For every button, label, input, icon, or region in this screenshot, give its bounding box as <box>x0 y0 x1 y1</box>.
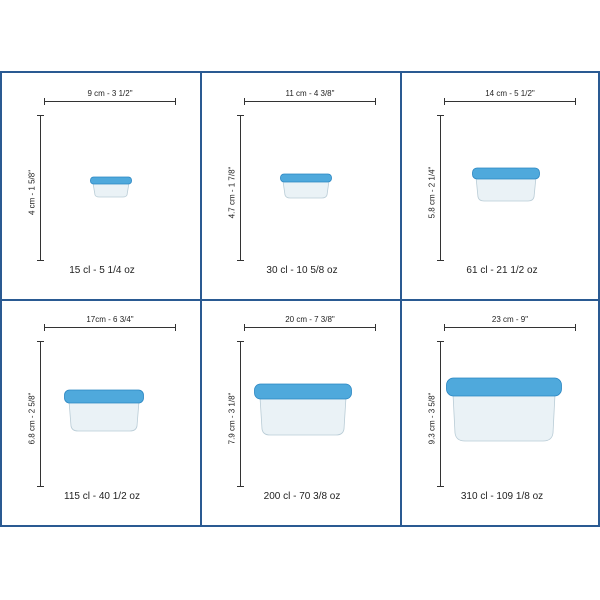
capacity-label: 15 cl - 5 1/4 oz <box>69 265 135 276</box>
height-dimension-line <box>37 341 44 487</box>
width-dimension-line <box>44 324 176 331</box>
height-dimension-line <box>237 115 244 261</box>
glass-bowl-image <box>472 167 540 203</box>
width-dimension-line <box>444 98 576 105</box>
height-label: 5.8 cm - 2 1/4" <box>427 166 437 219</box>
glass-bowl-image <box>280 173 332 199</box>
capacity-label: 200 cl - 70 3/8 oz <box>263 491 341 502</box>
product-cell-115cl: 17cm - 6 3/4" 6.8 cm - 2 5/8" 115 cl - 4… <box>4 301 200 527</box>
product-cell-310cl: 23 cm - 9" 9.3 cm - 3 5/8" 310 cl - 109 … <box>404 301 600 527</box>
glass-bowl-image <box>90 176 132 198</box>
height-dimension-line <box>437 115 444 261</box>
height-dimension-line <box>437 341 444 487</box>
capacity-label: 115 cl - 40 1/2 oz <box>64 491 140 502</box>
glass-bowl-image <box>254 383 352 437</box>
width-dimension-line <box>244 324 376 331</box>
width-label: 20 cm - 7 3/8" <box>285 315 335 324</box>
grid-divider <box>2 299 598 301</box>
product-cell-61cl: 14 cm - 5 1/2" 5.8 cm - 2 1/4" 61 cl - 2… <box>404 75 600 301</box>
width-dimension-line <box>44 98 176 105</box>
height-dimension-line <box>37 115 44 261</box>
width-label: 14 cm - 5 1/2" <box>485 89 535 98</box>
width-dimension-line <box>444 324 576 331</box>
glass-bowl-image <box>446 377 562 443</box>
capacity-label: 310 cl - 109 1/8 oz <box>460 491 544 502</box>
width-label: 9 cm - 3 1/2" <box>87 89 133 98</box>
product-size-grid: 9 cm - 3 1/2" 4 cm - 1 5/8" 15 cl - 5 1/… <box>0 71 600 527</box>
height-label: 9.3 cm - 3 5/8" <box>427 392 437 445</box>
width-dimension-line <box>244 98 376 105</box>
product-cell-200cl: 20 cm - 7 3/8" 7.9 cm - 3 1/8" 200 cl - … <box>204 301 400 527</box>
height-label: 7.9 cm - 3 1/8" <box>227 392 237 445</box>
height-label: 6.8 cm - 2 5/8" <box>27 392 37 445</box>
capacity-label: 61 cl - 21 1/2 oz <box>466 265 538 276</box>
width-label: 11 cm - 4 3/8" <box>285 89 335 98</box>
width-label: 17cm - 6 3/4" <box>86 315 134 324</box>
glass-bowl-image <box>64 389 144 433</box>
height-label: 4 cm - 1 5/8" <box>27 169 37 216</box>
product-cell-30cl: 11 cm - 4 3/8" 4.7 cm - 1 7/8" 30 cl - 1… <box>204 75 400 301</box>
capacity-label: 30 cl - 10 5/8 oz <box>266 265 338 276</box>
product-cell-15cl: 9 cm - 3 1/2" 4 cm - 1 5/8" 15 cl - 5 1/… <box>4 75 200 301</box>
width-label: 23 cm - 9" <box>491 315 529 324</box>
height-label: 4.7 cm - 1 7/8" <box>227 166 237 219</box>
height-dimension-line <box>237 341 244 487</box>
